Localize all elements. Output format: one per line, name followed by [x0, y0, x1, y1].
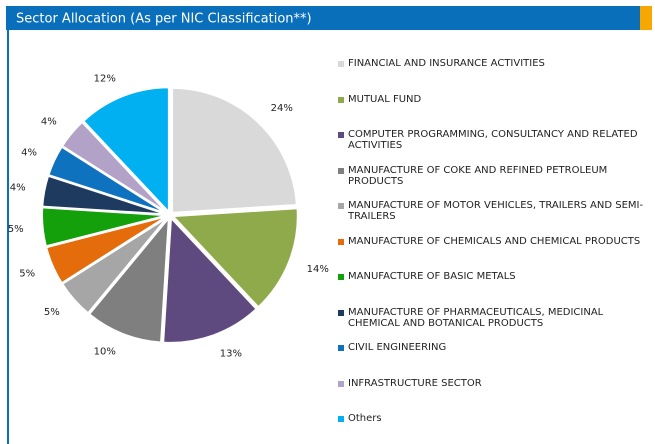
data-label: 24%	[271, 103, 293, 114]
legend-item: INFRASTRUCTURE SECTOR	[338, 378, 648, 389]
data-label: 12%	[94, 73, 116, 84]
pie-slice	[87, 214, 171, 344]
legend-label: MANUFACTURE OF PHARMACEUTICALS, MEDICINA…	[348, 306, 604, 329]
legend-label: MANUFACTURE OF CHEMICALS AND CHEMICAL PR…	[348, 235, 641, 247]
legend-swatch	[338, 96, 344, 103]
legend-swatch	[338, 274, 344, 280]
legend-item: Others	[338, 413, 648, 424]
legend-swatch	[338, 416, 344, 422]
legend-label: CIVIL ENGINEERING	[348, 342, 447, 353]
legend-item: MANUFACTURE OF CHEMICALS AND CHEMICAL PR…	[338, 236, 648, 247]
legend-item: MANUFACTURE OF PHARMACEUTICALS, MEDICINA…	[338, 307, 648, 329]
header-accent	[640, 6, 652, 30]
chart-title: Sector Allocation (As per NIC Classifica…	[16, 12, 312, 27]
legend-label: MANUFACTURE OF COKE AND REFINED PETROLEU…	[348, 164, 608, 187]
header-bar	[6, 6, 640, 30]
legend-swatch	[338, 167, 344, 174]
legend-label: FINANCIAL AND INSURANCE ACTIVITIES	[348, 58, 545, 69]
legend-item: MUTUAL FUND	[338, 94, 648, 105]
data-label: 14%	[307, 264, 329, 275]
legend-item: COMPUTER PROGRAMMING, CONSULTANCY AND RE…	[338, 129, 648, 151]
legend-swatch	[338, 309, 344, 316]
legend-swatch	[338, 380, 344, 387]
data-label: 4%	[10, 182, 26, 193]
data-label: 4%	[41, 116, 57, 127]
legend-label: MANUFACTURE OF BASIC METALS	[348, 271, 516, 282]
pie-slice	[171, 86, 298, 214]
legend-swatch	[338, 203, 344, 209]
legend-item: MANUFACTURE OF COKE AND REFINED PETROLEU…	[338, 165, 648, 187]
data-label: 10%	[94, 347, 116, 358]
data-label: 5%	[19, 268, 35, 279]
pie-slice	[162, 215, 258, 344]
pie-slice	[81, 86, 170, 215]
legend-swatch	[338, 238, 344, 245]
legend-swatch	[338, 132, 344, 138]
legend-item: MANUFACTURE OF BASIC METALS	[338, 271, 648, 282]
data-label: 13%	[220, 348, 242, 359]
pie-slice	[60, 120, 169, 214]
legend-label: INFRASTRUCTURE SECTOR	[348, 377, 482, 389]
legend-item: CIVIL ENGINEERING	[338, 342, 648, 353]
legend-label: Others	[348, 413, 382, 424]
legend-label: COMPUTER PROGRAMMING, CONSULTANCY AND RE…	[348, 129, 638, 151]
legend-item: FINANCIAL AND INSURANCE ACTIVITIES	[338, 58, 648, 69]
legend-item: MANUFACTURE OF MOTOR VEHICLES, TRAILERS …	[338, 200, 648, 222]
pie-slice	[170, 207, 299, 309]
data-label: 5%	[8, 224, 24, 235]
legend-swatch	[338, 345, 344, 351]
legend-label: MANUFACTURE OF MOTOR VEHICLES, TRAILERS …	[348, 200, 644, 222]
data-label: 5%	[44, 307, 60, 318]
legend-label: MUTUAL FUND	[348, 93, 422, 105]
legend-swatch	[338, 61, 344, 67]
data-label: 4%	[21, 147, 37, 158]
